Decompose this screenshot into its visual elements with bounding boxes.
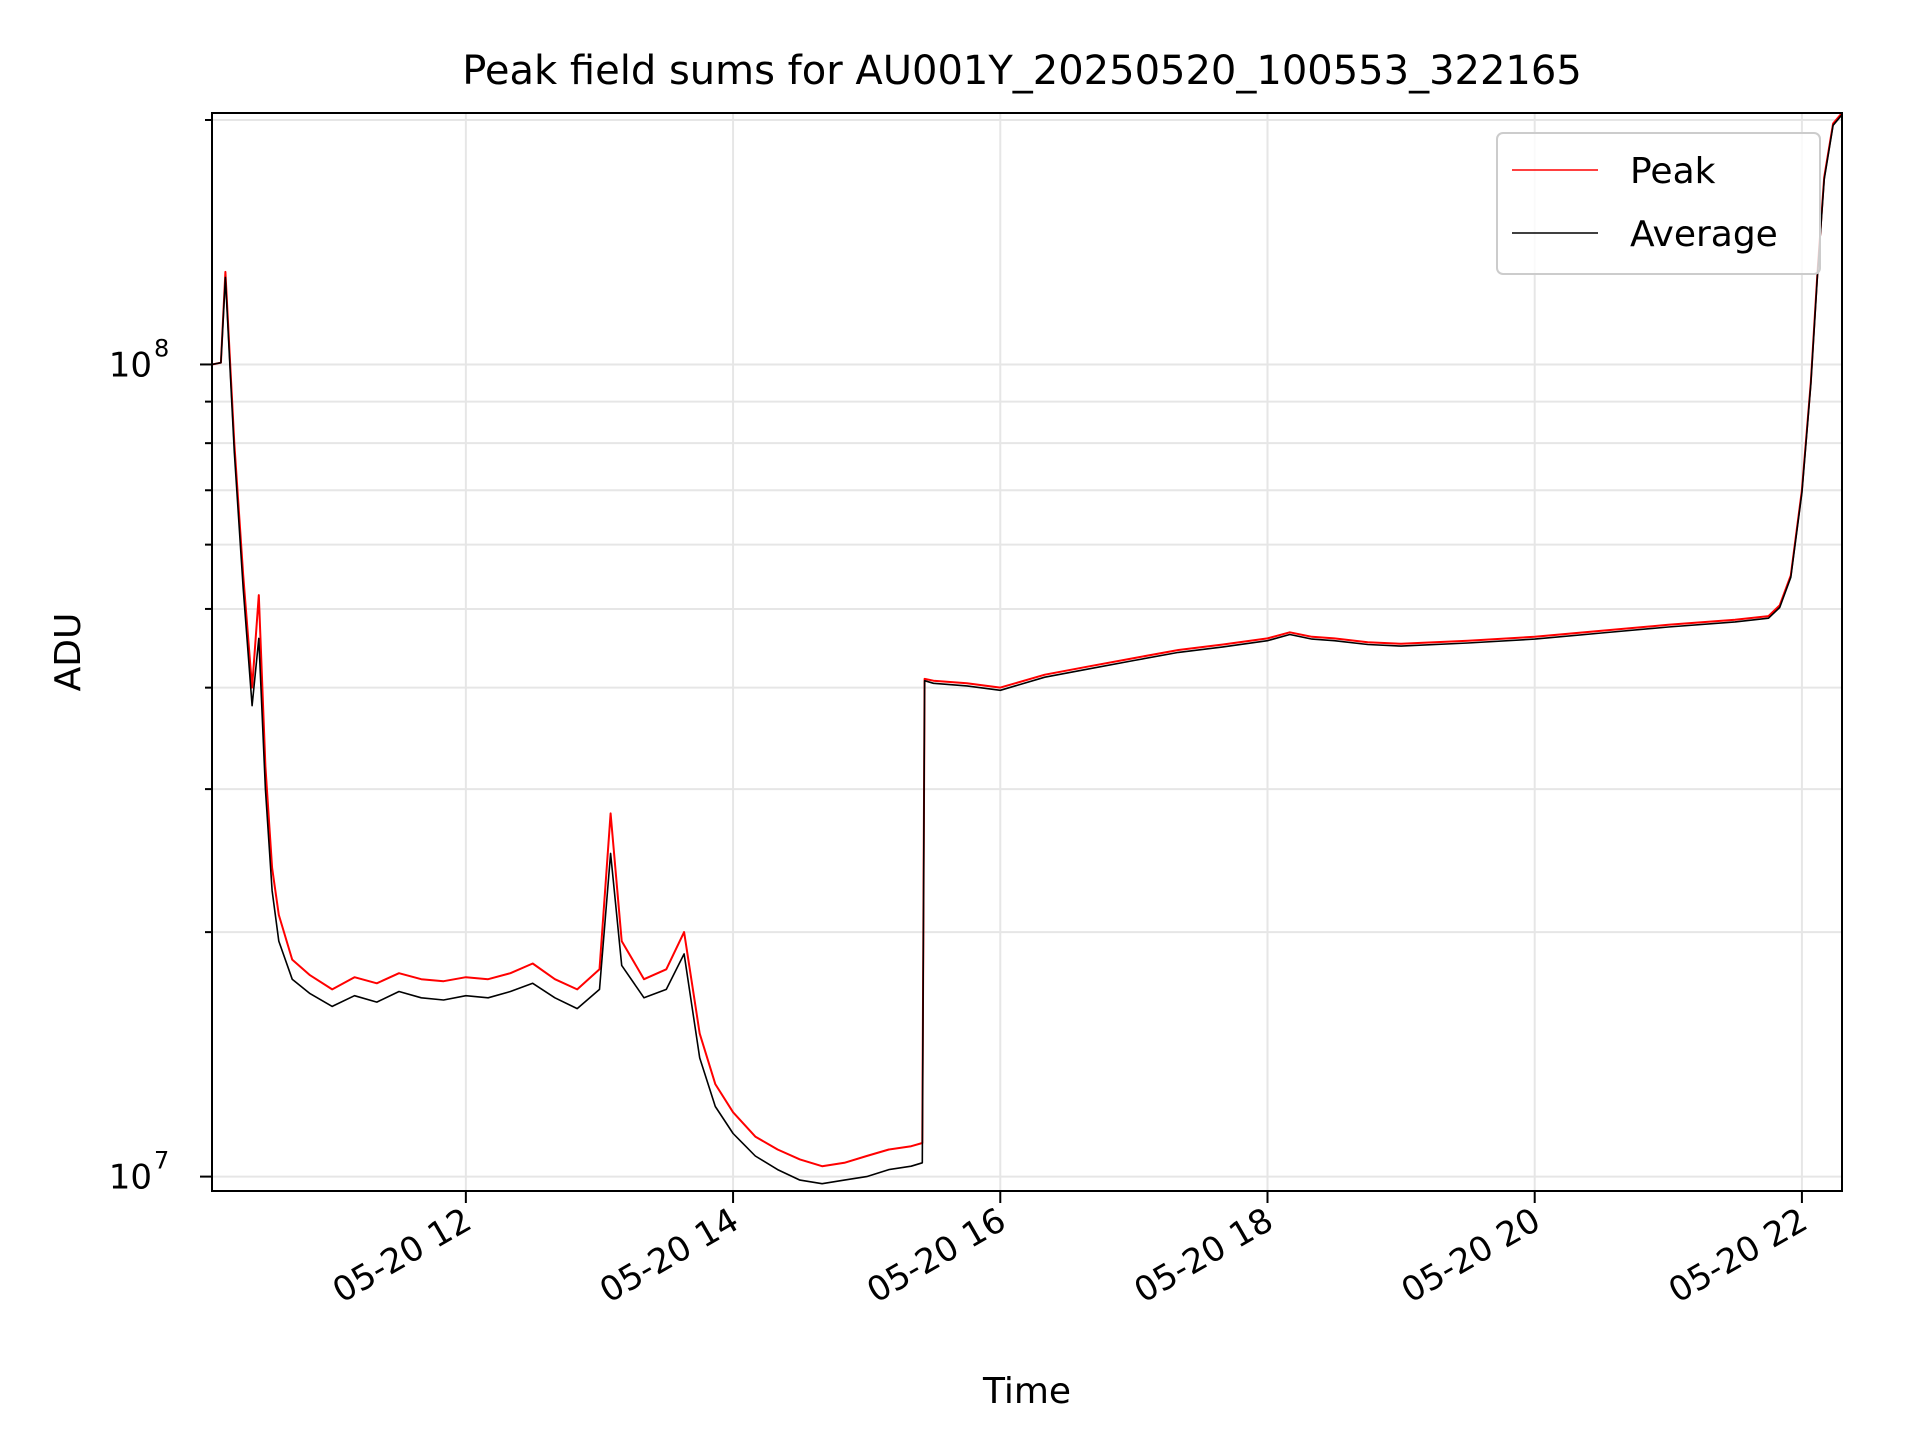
legend-box <box>1496 132 1821 275</box>
x-axis-label: Time <box>982 1371 1071 1412</box>
grid-lines <box>212 113 1842 1191</box>
y-tick-label: 10 <box>109 1158 152 1198</box>
legend: Peak Average <box>1496 132 1821 275</box>
chart-title: Peak field sums for AU001Y_20250520_1005… <box>462 48 1582 94</box>
series-line-peak <box>212 113 1842 1168</box>
y-tick-label-exponent: 7 <box>154 1147 169 1175</box>
y-tick-label-base: 10 <box>109 345 152 385</box>
y-tick-label-exponent: 8 <box>154 334 169 362</box>
legend-label-average: Average <box>1630 214 1778 255</box>
series-lines <box>212 113 1842 1185</box>
plot-frame <box>211 112 1843 1192</box>
y-axis-label: ADU <box>48 613 89 692</box>
y-tick-label-base: 10 <box>109 1158 152 1198</box>
legend-label-peak: Peak <box>1630 151 1716 192</box>
series-line-average <box>212 114 1842 1185</box>
plot-background <box>212 113 1842 1191</box>
y-tick-label: 10 <box>109 345 152 385</box>
plot-area <box>211 112 1843 1192</box>
